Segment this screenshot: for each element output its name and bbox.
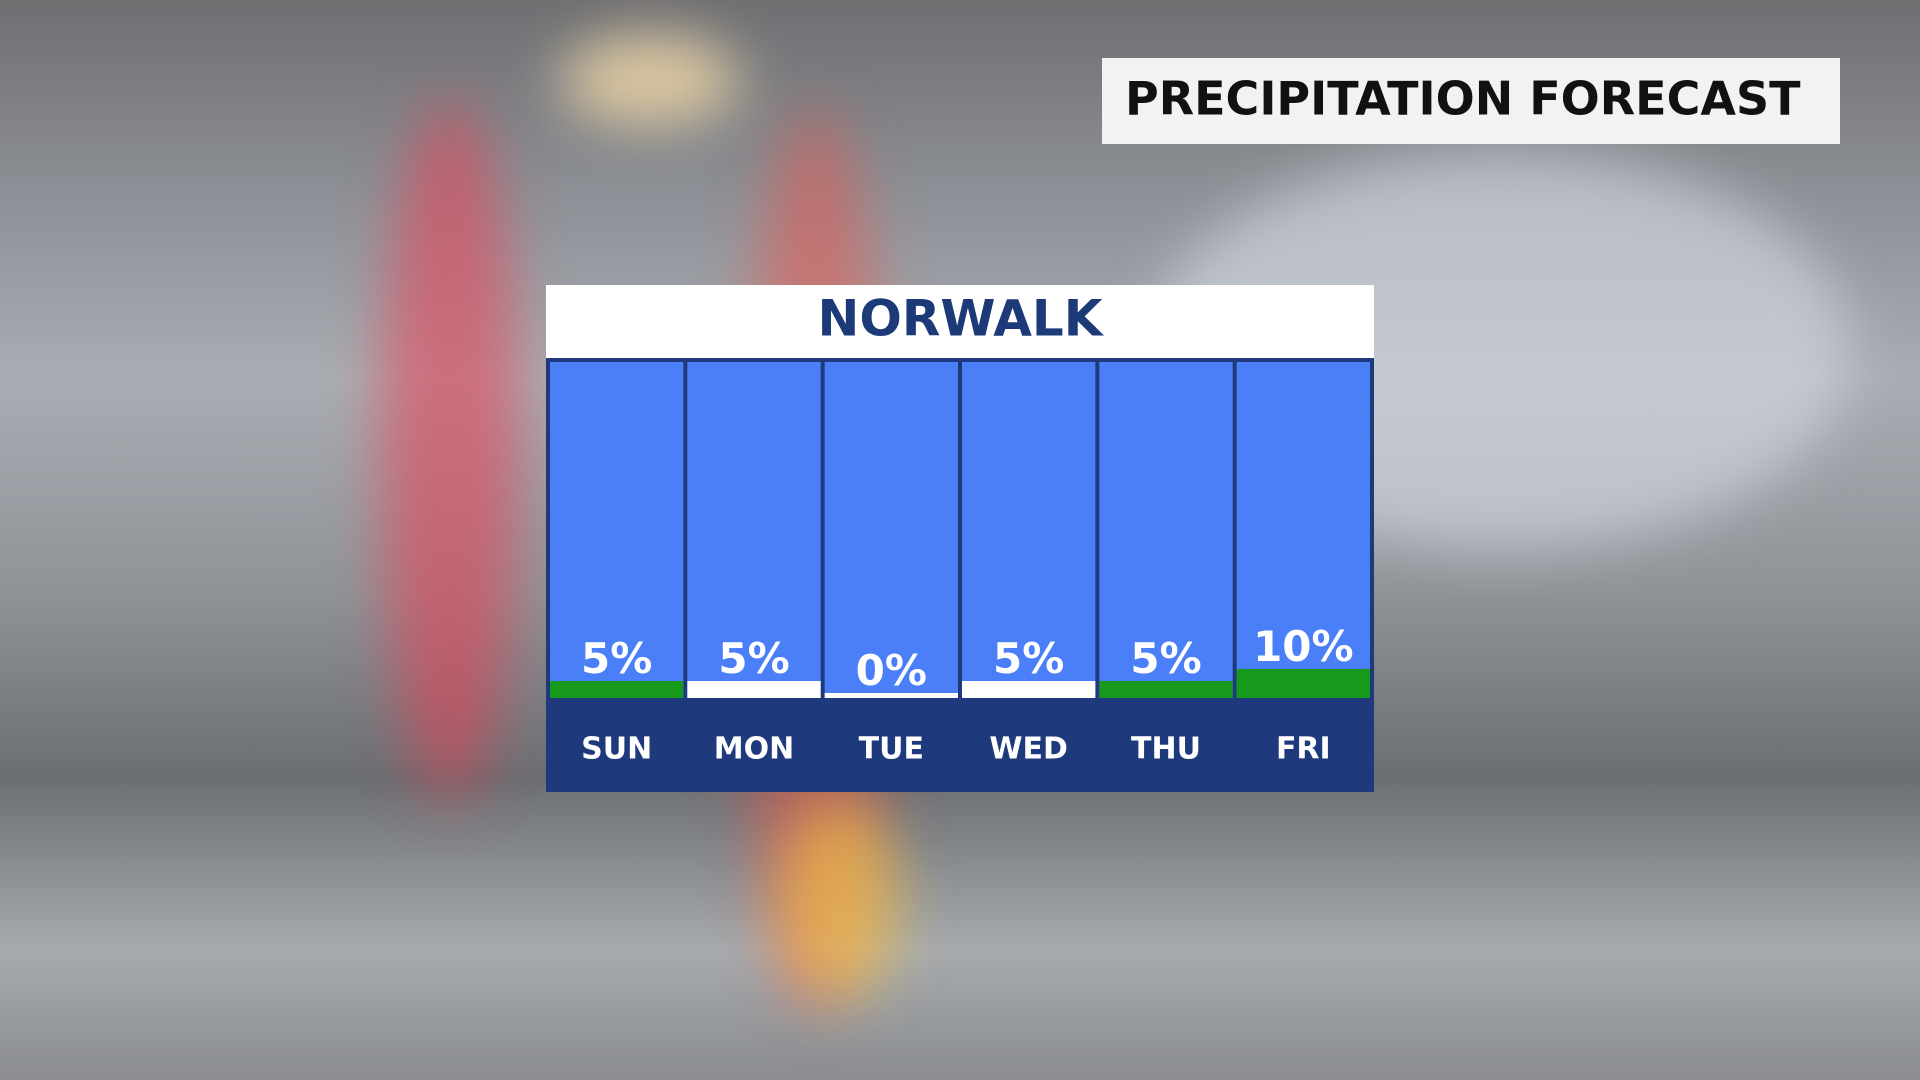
x-tick-label: SUN: [581, 732, 652, 767]
bar: [1099, 681, 1233, 698]
x-tick-label: WED: [989, 732, 1068, 767]
label-cell: [550, 698, 684, 788]
x-tick-label: TUE: [859, 732, 924, 767]
column: [824, 362, 958, 698]
label-cell: [1236, 698, 1370, 788]
label-cell: [824, 698, 958, 788]
chart-title: PRECIPITATION FORECAST: [1125, 72, 1801, 126]
column: [1236, 362, 1370, 698]
value-label: 5%: [993, 634, 1064, 683]
label-cell: [687, 698, 821, 788]
background-light: [380, 100, 520, 800]
bar: [550, 681, 684, 698]
value-label: 0%: [856, 646, 927, 695]
column: [962, 362, 1096, 698]
value-label: 5%: [581, 634, 652, 683]
x-tick-label: MON: [714, 732, 794, 767]
x-tick-label: THU: [1131, 732, 1201, 767]
label-cell: [962, 698, 1096, 788]
chart-subtitle: NORWALK: [817, 290, 1104, 348]
value-label: 5%: [718, 634, 789, 683]
title-box: [1102, 58, 1840, 144]
column: [1099, 362, 1233, 698]
bar: [962, 681, 1096, 698]
bar: [687, 681, 821, 698]
header-box: [546, 285, 1374, 358]
value-label: 10%: [1253, 622, 1354, 671]
bar: [824, 693, 958, 698]
column: [687, 362, 821, 698]
label-cell: [1099, 698, 1233, 788]
background-light: [780, 800, 900, 1000]
value-label: 5%: [1130, 634, 1201, 683]
background-light: [560, 35, 740, 125]
column: [550, 362, 684, 698]
x-tick-label: FRI: [1276, 732, 1331, 767]
panel-frame: [546, 358, 1374, 792]
bar: [1236, 669, 1370, 698]
